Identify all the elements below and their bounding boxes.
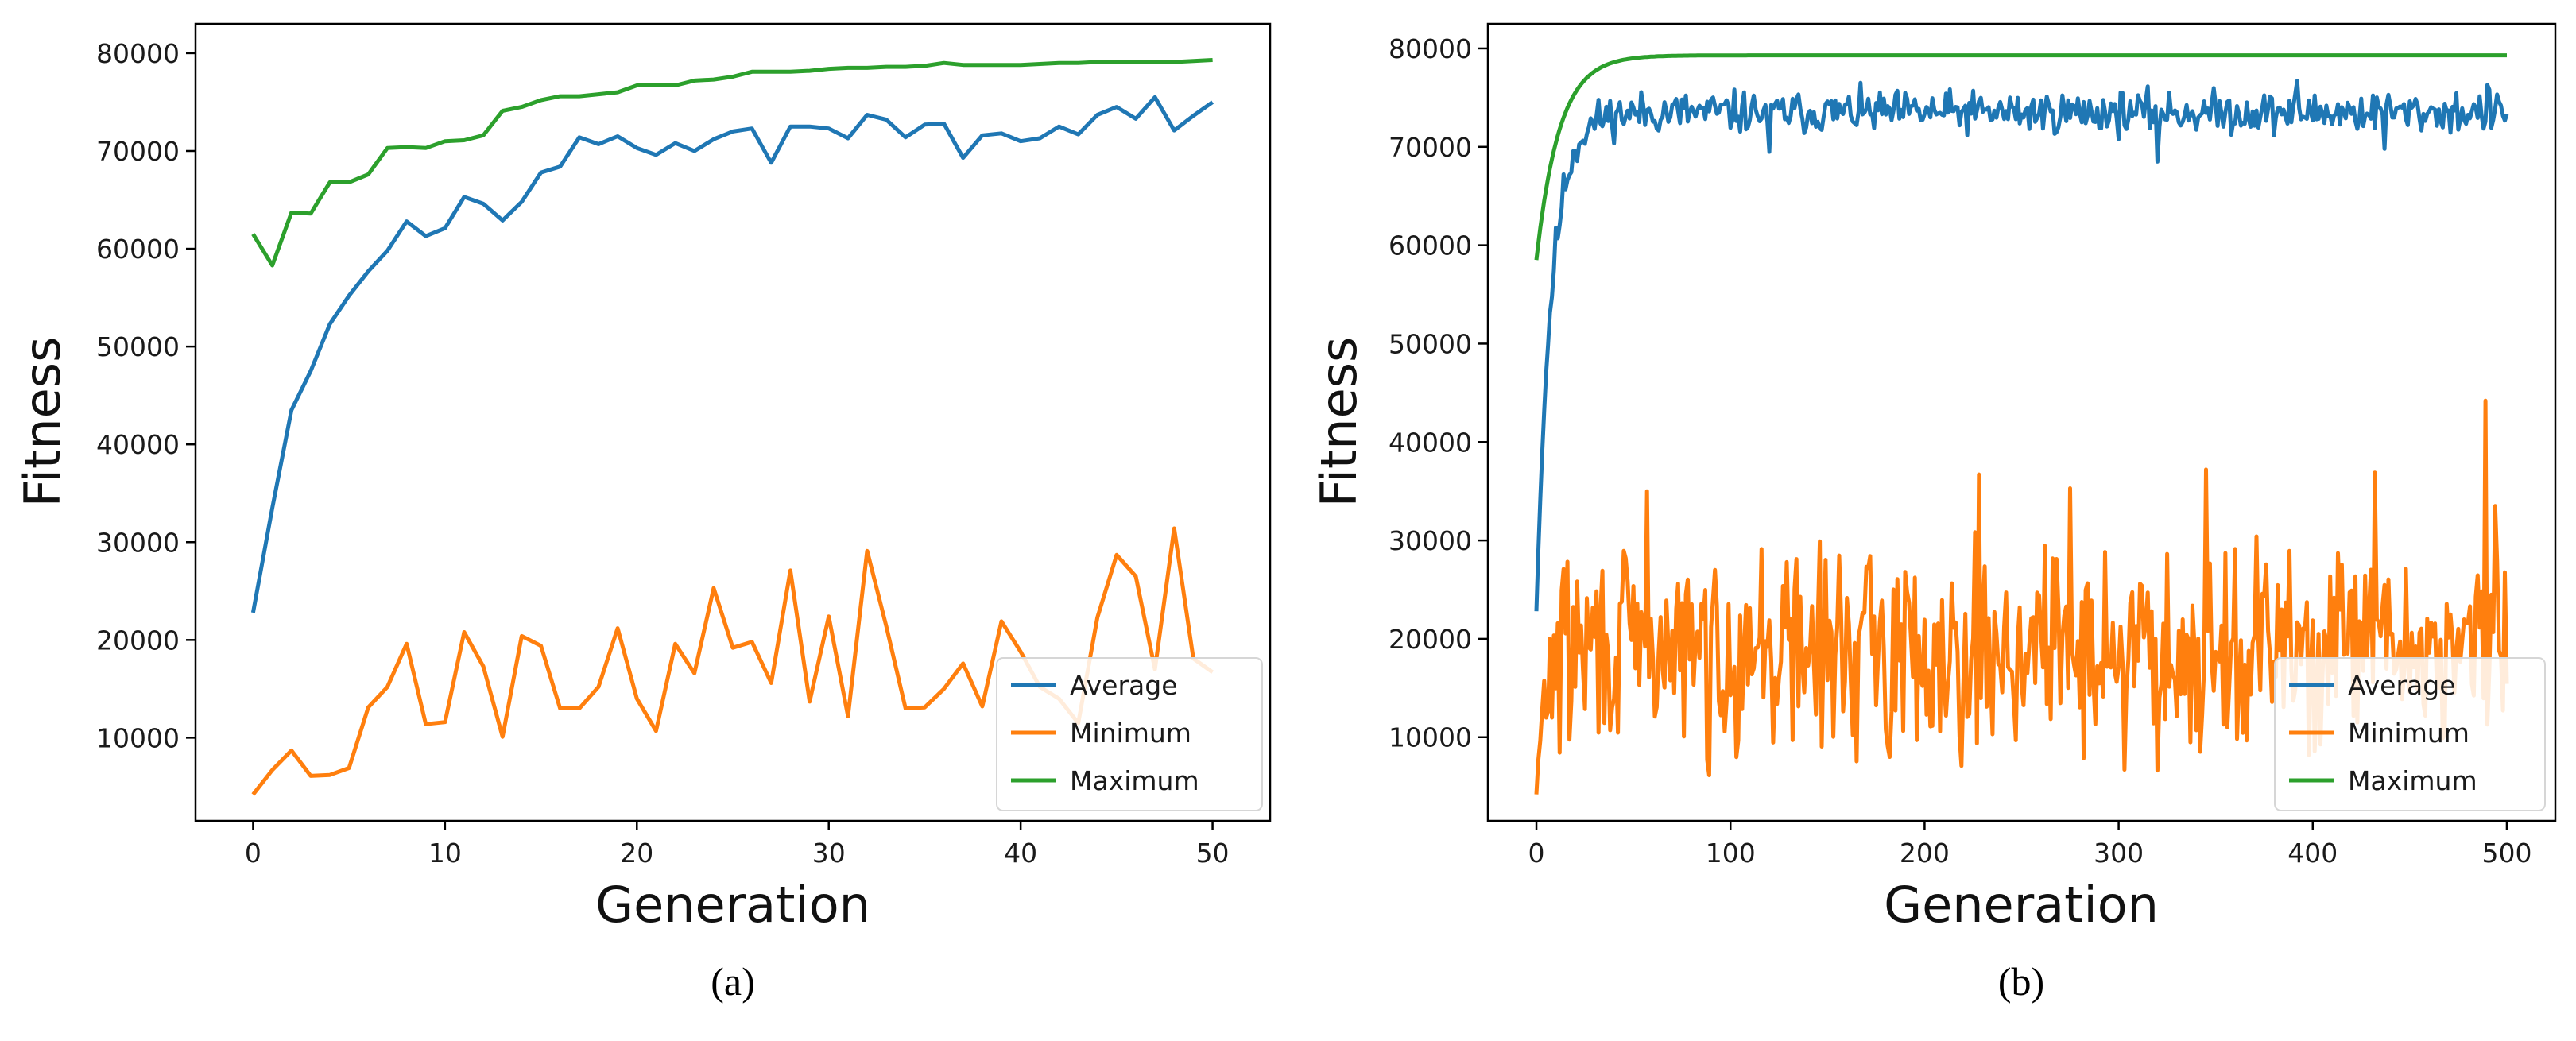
- y-tick-label: 10000: [1389, 722, 1472, 753]
- panel-b: 10000 20000 30000 40000 50000 60000 70000 80000…: [1310, 22, 2557, 1004]
- x-tick-label: 100: [1706, 838, 1756, 869]
- plot-frame-a: [194, 22, 1272, 822]
- x-tick-label: 400: [2287, 838, 2338, 869]
- legend-box-b: [2274, 657, 2546, 811]
- y-axis-title-b: Fitness: [1310, 337, 1368, 508]
- legend-b: Average Minimum Maximum: [2274, 657, 2546, 811]
- caption-a: (a): [711, 959, 755, 1004]
- x-tick-label: 200: [1900, 838, 1950, 869]
- x-axis-ticks-b: 0 100 200 300 400 500: [1528, 821, 2531, 869]
- x-tick-label: 20: [620, 838, 653, 869]
- legend-label-minimum-a: Minimum: [1070, 718, 1191, 749]
- legend-label-average-b: Average: [2348, 670, 2456, 701]
- legend-label-average-a: Average: [1070, 670, 1178, 701]
- x-axis-ticks-a: 0 10 20 30 40 50: [245, 821, 1230, 869]
- x-tick-label: 30: [812, 838, 846, 869]
- x-tick-label: 300: [2094, 838, 2144, 869]
- legend-label-maximum-b: Maximum: [2348, 765, 2477, 796]
- x-tick-label: 500: [2481, 838, 2531, 869]
- y-tick-label: 60000: [1389, 230, 1472, 261]
- series-line-average: [250, 95, 1214, 613]
- series-line-maximum: [251, 58, 1213, 268]
- y-tick-label: 40000: [96, 429, 180, 460]
- y-tick-label: 30000: [1389, 525, 1472, 556]
- plot-frame-b: [1486, 22, 2557, 822]
- legend-a: Average Minimum Maximum: [996, 657, 1263, 811]
- x-axis-title-a: Generation: [595, 876, 870, 934]
- y-tick-label: 80000: [1389, 33, 1472, 64]
- legend-box-a: [996, 657, 1263, 811]
- y-tick-label: 20000: [1389, 624, 1472, 655]
- series-lines-b: [1534, 53, 2509, 795]
- caption-b: (b): [1998, 959, 2044, 1004]
- x-axis-title-b: Generation: [1884, 876, 2159, 934]
- y-tick-label: 30000: [96, 527, 180, 558]
- y-tick-label: 80000: [96, 38, 180, 69]
- y-axis-title-a: Fitness: [14, 337, 72, 508]
- y-tick-label: 60000: [96, 234, 180, 265]
- x-tick-label: 50: [1196, 838, 1230, 869]
- y-tick-label: 50000: [96, 331, 180, 362]
- y-tick-label: 20000: [96, 625, 180, 656]
- x-tick-label: 0: [1528, 838, 1545, 869]
- y-tick-label: 40000: [1389, 427, 1472, 458]
- y-tick-label: 50000: [1389, 328, 1472, 359]
- y-tick-label: 10000: [96, 722, 180, 753]
- legend-label-maximum-a: Maximum: [1070, 765, 1199, 796]
- series-line-minimum: [1534, 398, 2509, 795]
- panel-a: 10000 20000 30000 40000 50000 60000 70000 80000…: [14, 22, 1272, 1004]
- series-line-average: [1534, 79, 2509, 612]
- y-tick-label: 70000: [1389, 132, 1472, 163]
- series-line-maximum: [1534, 53, 2507, 261]
- y-axis-ticks-a: 10000 20000 30000 40000 50000 60000 70000 80000: [96, 38, 196, 753]
- y-tick-label: 70000: [96, 136, 180, 167]
- legend-label-minimum-b: Minimum: [2348, 718, 2469, 749]
- x-tick-label: 0: [245, 838, 261, 869]
- y-axis-ticks-b: 10000 20000 30000 40000 50000 60000 70000 80000: [1389, 33, 1488, 753]
- x-tick-label: 10: [428, 838, 462, 869]
- x-tick-label: 40: [1004, 838, 1037, 869]
